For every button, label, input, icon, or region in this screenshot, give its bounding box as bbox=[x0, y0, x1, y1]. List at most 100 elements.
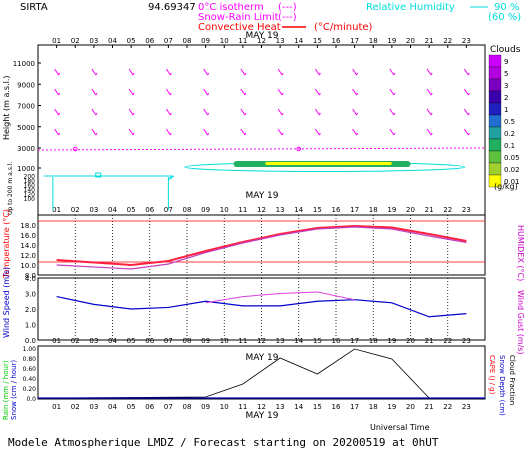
hour-tick-label: 06 bbox=[145, 37, 154, 45]
hour-tick-label: 19 bbox=[387, 37, 396, 45]
colorbar-unit: (g/kg) bbox=[494, 182, 518, 191]
wind-arrow-head bbox=[95, 112, 98, 116]
height-panel: MAY 19 01 02 03 04 05 06 07 08 09 10 11 12 13 14 15 16 1… bbox=[2, 31, 486, 216]
wind-arrow bbox=[165, 128, 171, 136]
hour-tick-label: 21 bbox=[425, 403, 434, 411]
wind-arrow-head bbox=[393, 132, 396, 136]
wind-arrow-head bbox=[467, 112, 470, 116]
wind-arrow-head bbox=[430, 112, 433, 116]
hour-tick-label: 14 bbox=[294, 206, 303, 214]
colorbar-tick-label: 3 bbox=[504, 82, 508, 90]
wind-arrow bbox=[240, 68, 246, 76]
wind-arrow-head bbox=[430, 132, 433, 136]
hour-tick-label: 18 bbox=[369, 337, 378, 345]
wind-tick-label: 2.0 bbox=[25, 306, 36, 314]
rain-tick-label: 0.40 bbox=[23, 376, 37, 383]
colorbar-segment bbox=[488, 162, 502, 176]
hour-tick-label: 01 bbox=[52, 403, 61, 411]
wind-arrow-head bbox=[132, 72, 135, 76]
height-tick-label: 11000 bbox=[13, 60, 35, 68]
colorbar-segment bbox=[488, 114, 502, 128]
colorbar-tick-label: 0.02 bbox=[504, 166, 520, 174]
wind-arrow bbox=[203, 88, 209, 96]
wind-arrow bbox=[277, 68, 283, 76]
hour-tick-label: 04 bbox=[108, 337, 117, 345]
height-tick-label: 3000 bbox=[17, 145, 35, 153]
wind-arrow-head bbox=[318, 132, 321, 136]
wind-arrow-head bbox=[467, 132, 470, 136]
wind-arrow-head bbox=[393, 92, 396, 96]
hour-tick-label: 09 bbox=[201, 337, 210, 345]
rh-label: Relative Humidity bbox=[366, 2, 455, 13]
wind-arrow-head bbox=[356, 92, 359, 96]
wind-arrow-head bbox=[244, 112, 247, 116]
footer-title: Modele Atmospherique LMDZ / Forecast sta… bbox=[8, 436, 439, 449]
hour-tick-label: 09 bbox=[201, 206, 210, 214]
wind-arrow bbox=[240, 128, 246, 136]
wind-arrow bbox=[165, 88, 171, 96]
temp-tick-label: 8.0 bbox=[25, 272, 36, 280]
wind-arrow-head bbox=[207, 72, 210, 76]
hour-tick-label: 09 bbox=[201, 37, 210, 45]
hour-tick-label: 04 bbox=[108, 37, 117, 45]
wind-arrow bbox=[91, 128, 97, 136]
height-low-tick-label: 180 bbox=[24, 178, 36, 185]
hour-tick-label: 19 bbox=[387, 206, 396, 214]
humidex-line bbox=[56, 226, 467, 270]
wind-arrow bbox=[203, 108, 209, 116]
hour-tick-label: 03 bbox=[89, 337, 98, 345]
hour-tick-label: 13 bbox=[276, 337, 285, 345]
wind-arrow-head bbox=[169, 92, 172, 96]
wind-arrow bbox=[54, 128, 60, 136]
gust-ylabel: Wind Gust (m/s) bbox=[516, 290, 525, 355]
wind-arrow-head bbox=[169, 72, 172, 76]
wind-arrow bbox=[389, 88, 395, 96]
temp-tick-label: 12.0 bbox=[20, 252, 36, 260]
colorbar-tick-label: 2 bbox=[504, 94, 508, 102]
wind-ylabel: Wind Speed (m/s) bbox=[2, 267, 11, 338]
hour-tick-label: 11 bbox=[238, 337, 247, 345]
freezing-level-line bbox=[37, 147, 486, 151]
wind-arrow-head bbox=[244, 72, 247, 76]
rain-panel-title: MAY 19 bbox=[245, 353, 278, 363]
cloud-fill-core bbox=[265, 162, 392, 165]
freezing-dashes: (---) bbox=[278, 2, 297, 13]
hour-tick-label: 12 bbox=[257, 337, 266, 345]
rain-tick-label: 1.00 bbox=[23, 346, 37, 353]
panel1-title: MAY 19 bbox=[245, 31, 278, 41]
height-ylabel-sub: Up to 200 m a.s.l. bbox=[7, 162, 14, 215]
hour-tick-label: 08 bbox=[183, 37, 192, 45]
hour-tick-label: 06 bbox=[145, 403, 154, 411]
hour-tick-label: 02 bbox=[71, 337, 80, 345]
rain-tick-label: 0.0 bbox=[26, 396, 36, 403]
hour-tick-label: 05 bbox=[127, 403, 136, 411]
hour-tick-label: 16 bbox=[332, 337, 341, 345]
hour-tick-label: 11 bbox=[238, 206, 247, 214]
wind-arrow-head bbox=[356, 132, 359, 136]
hour-tick-label: 10 bbox=[220, 37, 229, 45]
hour-tick-label: 15 bbox=[313, 206, 322, 214]
freezing-marker bbox=[72, 146, 78, 152]
hour-tick-label: 23 bbox=[462, 337, 471, 345]
wind-arrow bbox=[277, 108, 283, 116]
rain-tick-label: 0.80 bbox=[23, 356, 37, 363]
hour-tick-label: 14 bbox=[294, 403, 303, 411]
wind-arrow-head bbox=[467, 72, 470, 76]
coords-label: 94.69347 bbox=[148, 2, 196, 13]
wind-arrow-head bbox=[356, 112, 359, 116]
colorbar-tick-label: 0.05 bbox=[504, 154, 520, 162]
temp-ylabel: Temperature (°C) bbox=[2, 209, 11, 279]
colorbar-tick-label: 0.1 bbox=[504, 142, 515, 150]
hour-tick-label: 22 bbox=[443, 37, 452, 45]
hour-tick-label: 05 bbox=[127, 206, 136, 214]
wind-tick-label: 1.0 bbox=[25, 322, 36, 330]
panel1-y-ticks: 1000 3000 5000 7000 9000 11000 100120140160180… bbox=[13, 60, 41, 203]
wind-arrow bbox=[314, 88, 320, 96]
wind-arrow-head bbox=[95, 92, 98, 96]
hour-tick-label: 21 bbox=[425, 337, 434, 345]
wind-arrow-head bbox=[95, 72, 98, 76]
snow-ylabel: Snow (cm / hour) bbox=[10, 360, 18, 420]
hour-tick-label: 23 bbox=[462, 206, 471, 214]
freezing-marker bbox=[296, 146, 302, 152]
wind-arrow-head bbox=[244, 92, 247, 96]
